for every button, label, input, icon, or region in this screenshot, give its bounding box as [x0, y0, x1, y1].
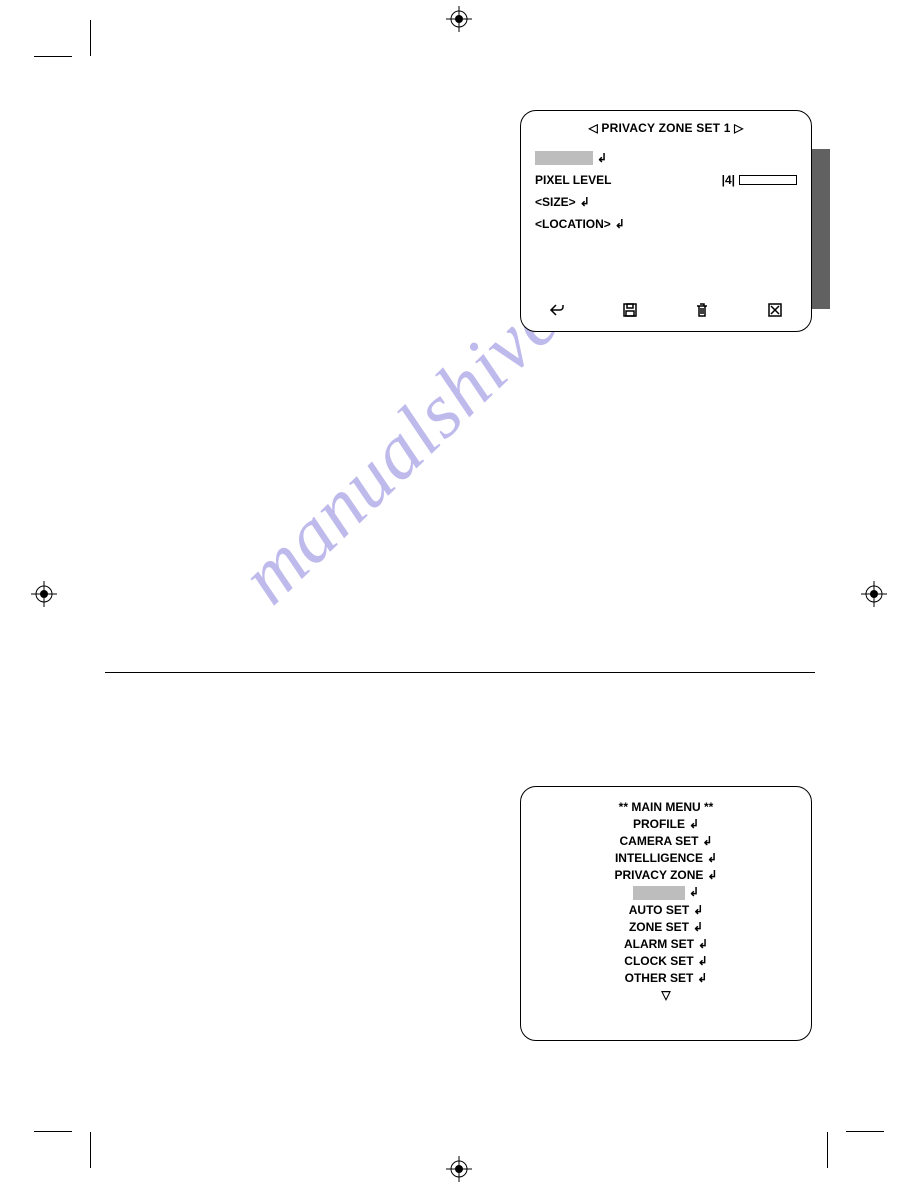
- registration-mark-icon: [446, 6, 472, 32]
- back-icon: [549, 302, 565, 321]
- enter-icon: ↲: [698, 937, 708, 951]
- enter-icon: ↲: [689, 817, 699, 831]
- menu-title: ** MAIN MENU **: [535, 800, 797, 814]
- crop-mark: [34, 1131, 72, 1132]
- menu-item: ZONE SET↲: [535, 920, 797, 934]
- highlight-block: [535, 151, 593, 165]
- crop-mark: [846, 1131, 884, 1132]
- menu-item: CLOCK SET↲: [535, 954, 797, 968]
- enter-icon: ↲: [707, 868, 717, 882]
- enter-icon: ↲: [615, 217, 625, 231]
- size-label: <SIZE>: [535, 195, 576, 209]
- pixel-level-row: PIXEL LEVEL |4|: [535, 173, 797, 187]
- enter-icon: ↲: [697, 971, 707, 985]
- trash-icon: [694, 302, 710, 321]
- registration-mark-icon: [31, 581, 57, 607]
- menu-item-selected: ↲: [535, 885, 797, 900]
- crop-mark: [34, 56, 72, 57]
- pixel-level-box: [739, 175, 797, 185]
- page-divider: [105, 672, 815, 673]
- enter-icon: ↲: [580, 195, 590, 209]
- pixel-level-label: PIXEL LEVEL: [535, 173, 611, 187]
- menu-item: PRIVACY ZONE↲: [535, 868, 797, 882]
- menu-item: CAMERA SET↲: [535, 834, 797, 848]
- panel-title: ◁ PRIVACY ZONE SET 1 ▷: [535, 121, 797, 135]
- enter-icon: ↲: [707, 851, 717, 865]
- enter-icon: ↲: [689, 885, 699, 899]
- crop-mark: [90, 20, 91, 56]
- menu-arrow-down: ▽: [535, 988, 797, 1002]
- main-menu-panel: ** MAIN MENU ** PROFILE↲ CAMERA SET↲ INT…: [520, 786, 812, 1041]
- menu-item: INTELLIGENCE↲: [535, 851, 797, 865]
- menu-item: ALARM SET↲: [535, 937, 797, 951]
- enter-icon: ↲: [702, 834, 712, 848]
- menu-item: OTHER SET↲: [535, 971, 797, 985]
- enter-icon: ↲: [698, 954, 708, 968]
- privacy-zone-panel: ◁ PRIVACY ZONE SET 1 ▷ ↲ PIXEL LEVEL |4|…: [520, 110, 812, 332]
- registration-mark-icon: [861, 581, 887, 607]
- enter-icon: ↲: [693, 903, 703, 917]
- pixel-level-control: |4|: [722, 173, 797, 187]
- location-row: <LOCATION> ↲: [535, 217, 797, 231]
- crop-mark: [90, 1132, 91, 1168]
- menu-item: PROFILE↲: [535, 817, 797, 831]
- enter-icon: ↲: [693, 920, 703, 934]
- size-row: <SIZE> ↲: [535, 195, 797, 209]
- location-label: <LOCATION>: [535, 217, 611, 231]
- save-icon: [622, 302, 638, 321]
- highlight-block: [633, 886, 685, 900]
- registration-mark-icon: [446, 1156, 472, 1182]
- close-icon: [767, 302, 783, 321]
- selected-row: ↲: [535, 151, 797, 165]
- menu-item: AUTO SET↲: [535, 903, 797, 917]
- pixel-level-marker: |4|: [722, 173, 735, 187]
- enter-icon: ↲: [597, 151, 607, 165]
- crop-mark: [827, 1132, 828, 1168]
